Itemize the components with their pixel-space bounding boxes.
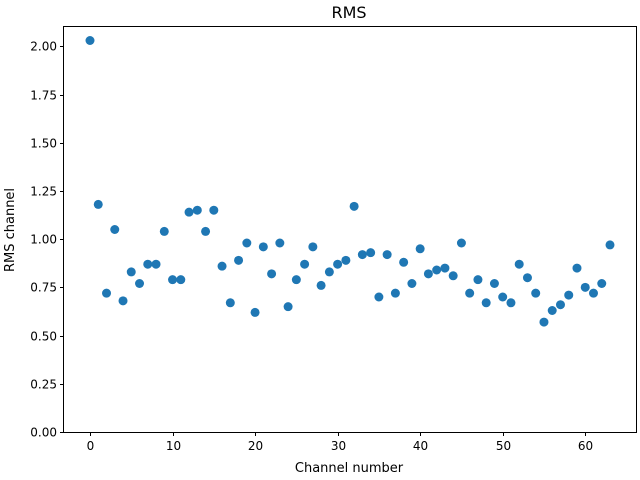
data-point	[465, 288, 475, 298]
data-point	[209, 205, 219, 215]
y-axis-label: RMS channel	[3, 188, 18, 272]
data-point	[151, 259, 161, 269]
y-tick-label: 0.75	[30, 281, 57, 295]
data-point	[242, 238, 252, 248]
x-axis: 0 10 20 30 40 50 60	[87, 432, 593, 453]
data-point	[168, 275, 178, 285]
data-point	[382, 250, 392, 260]
data-point	[341, 255, 351, 265]
x-axis-label: Channel number	[295, 461, 404, 476]
data-point	[432, 265, 442, 275]
y-tick-label: 0.50	[30, 330, 57, 344]
data-point	[192, 205, 202, 215]
data-point	[283, 302, 293, 312]
data-point	[159, 226, 169, 236]
data-point	[489, 279, 499, 288]
data-point	[357, 250, 367, 260]
y-tick-label: 2.00	[30, 40, 57, 54]
x-tick-label: 0	[87, 439, 95, 453]
data-point	[564, 290, 574, 300]
data-point	[217, 261, 227, 271]
data-point	[316, 280, 326, 290]
data-point	[374, 292, 384, 302]
data-point	[539, 317, 549, 327]
data-point	[514, 259, 524, 269]
data-point	[184, 207, 194, 217]
data-point	[324, 267, 334, 277]
data-point	[547, 306, 557, 315]
data-point	[291, 275, 301, 285]
data-point	[580, 282, 590, 292]
data-point	[234, 255, 244, 265]
x-tick-label: 60	[578, 439, 593, 453]
data-point	[300, 259, 310, 269]
data-point	[572, 263, 582, 273]
y-axis: 0.00 0.25 0.50 0.75 1.00 1.25 1.50 1.75 2.00	[30, 40, 64, 440]
x-tick-label: 20	[248, 439, 263, 453]
data-point	[605, 240, 615, 250]
data-point	[118, 296, 128, 306]
data-point	[597, 279, 607, 288]
data-point	[135, 279, 145, 288]
data-point	[522, 273, 532, 283]
data-point	[390, 288, 400, 298]
data-point	[85, 36, 95, 45]
data-point	[399, 257, 409, 267]
x-tick-label: 10	[166, 439, 181, 453]
data-point	[407, 279, 417, 288]
plot-area	[85, 36, 615, 327]
data-point	[126, 267, 136, 277]
chart-title: RMS	[331, 3, 366, 22]
data-point	[473, 275, 483, 285]
y-tick-label: 0.25	[30, 378, 57, 392]
y-tick-label: 1.00	[30, 233, 57, 247]
y-tick-label: 1.25	[30, 185, 57, 199]
data-point	[456, 238, 466, 248]
data-point	[506, 298, 516, 308]
data-point	[110, 225, 120, 234]
data-point	[366, 248, 376, 258]
x-tick-label: 30	[331, 439, 346, 453]
data-point	[588, 288, 598, 298]
data-point	[481, 298, 491, 308]
data-point	[531, 288, 541, 298]
y-tick-label: 1.75	[30, 89, 57, 103]
data-point	[333, 259, 343, 269]
data-point	[102, 288, 112, 298]
data-point	[423, 269, 433, 279]
data-point	[258, 242, 268, 252]
x-tick-label: 50	[496, 439, 511, 453]
data-point	[415, 244, 425, 254]
data-point	[349, 201, 359, 211]
data-point	[555, 300, 565, 310]
data-point	[275, 238, 285, 248]
x-tick-label: 40	[413, 439, 428, 453]
y-tick-label: 1.50	[30, 137, 57, 151]
axes-frame	[63, 26, 637, 433]
data-point	[93, 199, 103, 209]
data-point	[440, 263, 450, 273]
data-point	[250, 307, 260, 317]
data-point	[308, 242, 318, 252]
y-tick-label: 0.00	[30, 426, 57, 440]
data-point	[498, 292, 508, 302]
data-point	[448, 271, 458, 281]
data-point	[201, 226, 211, 236]
data-point	[176, 275, 186, 285]
data-point	[143, 259, 153, 269]
data-point	[267, 269, 277, 279]
data-point	[225, 298, 235, 308]
